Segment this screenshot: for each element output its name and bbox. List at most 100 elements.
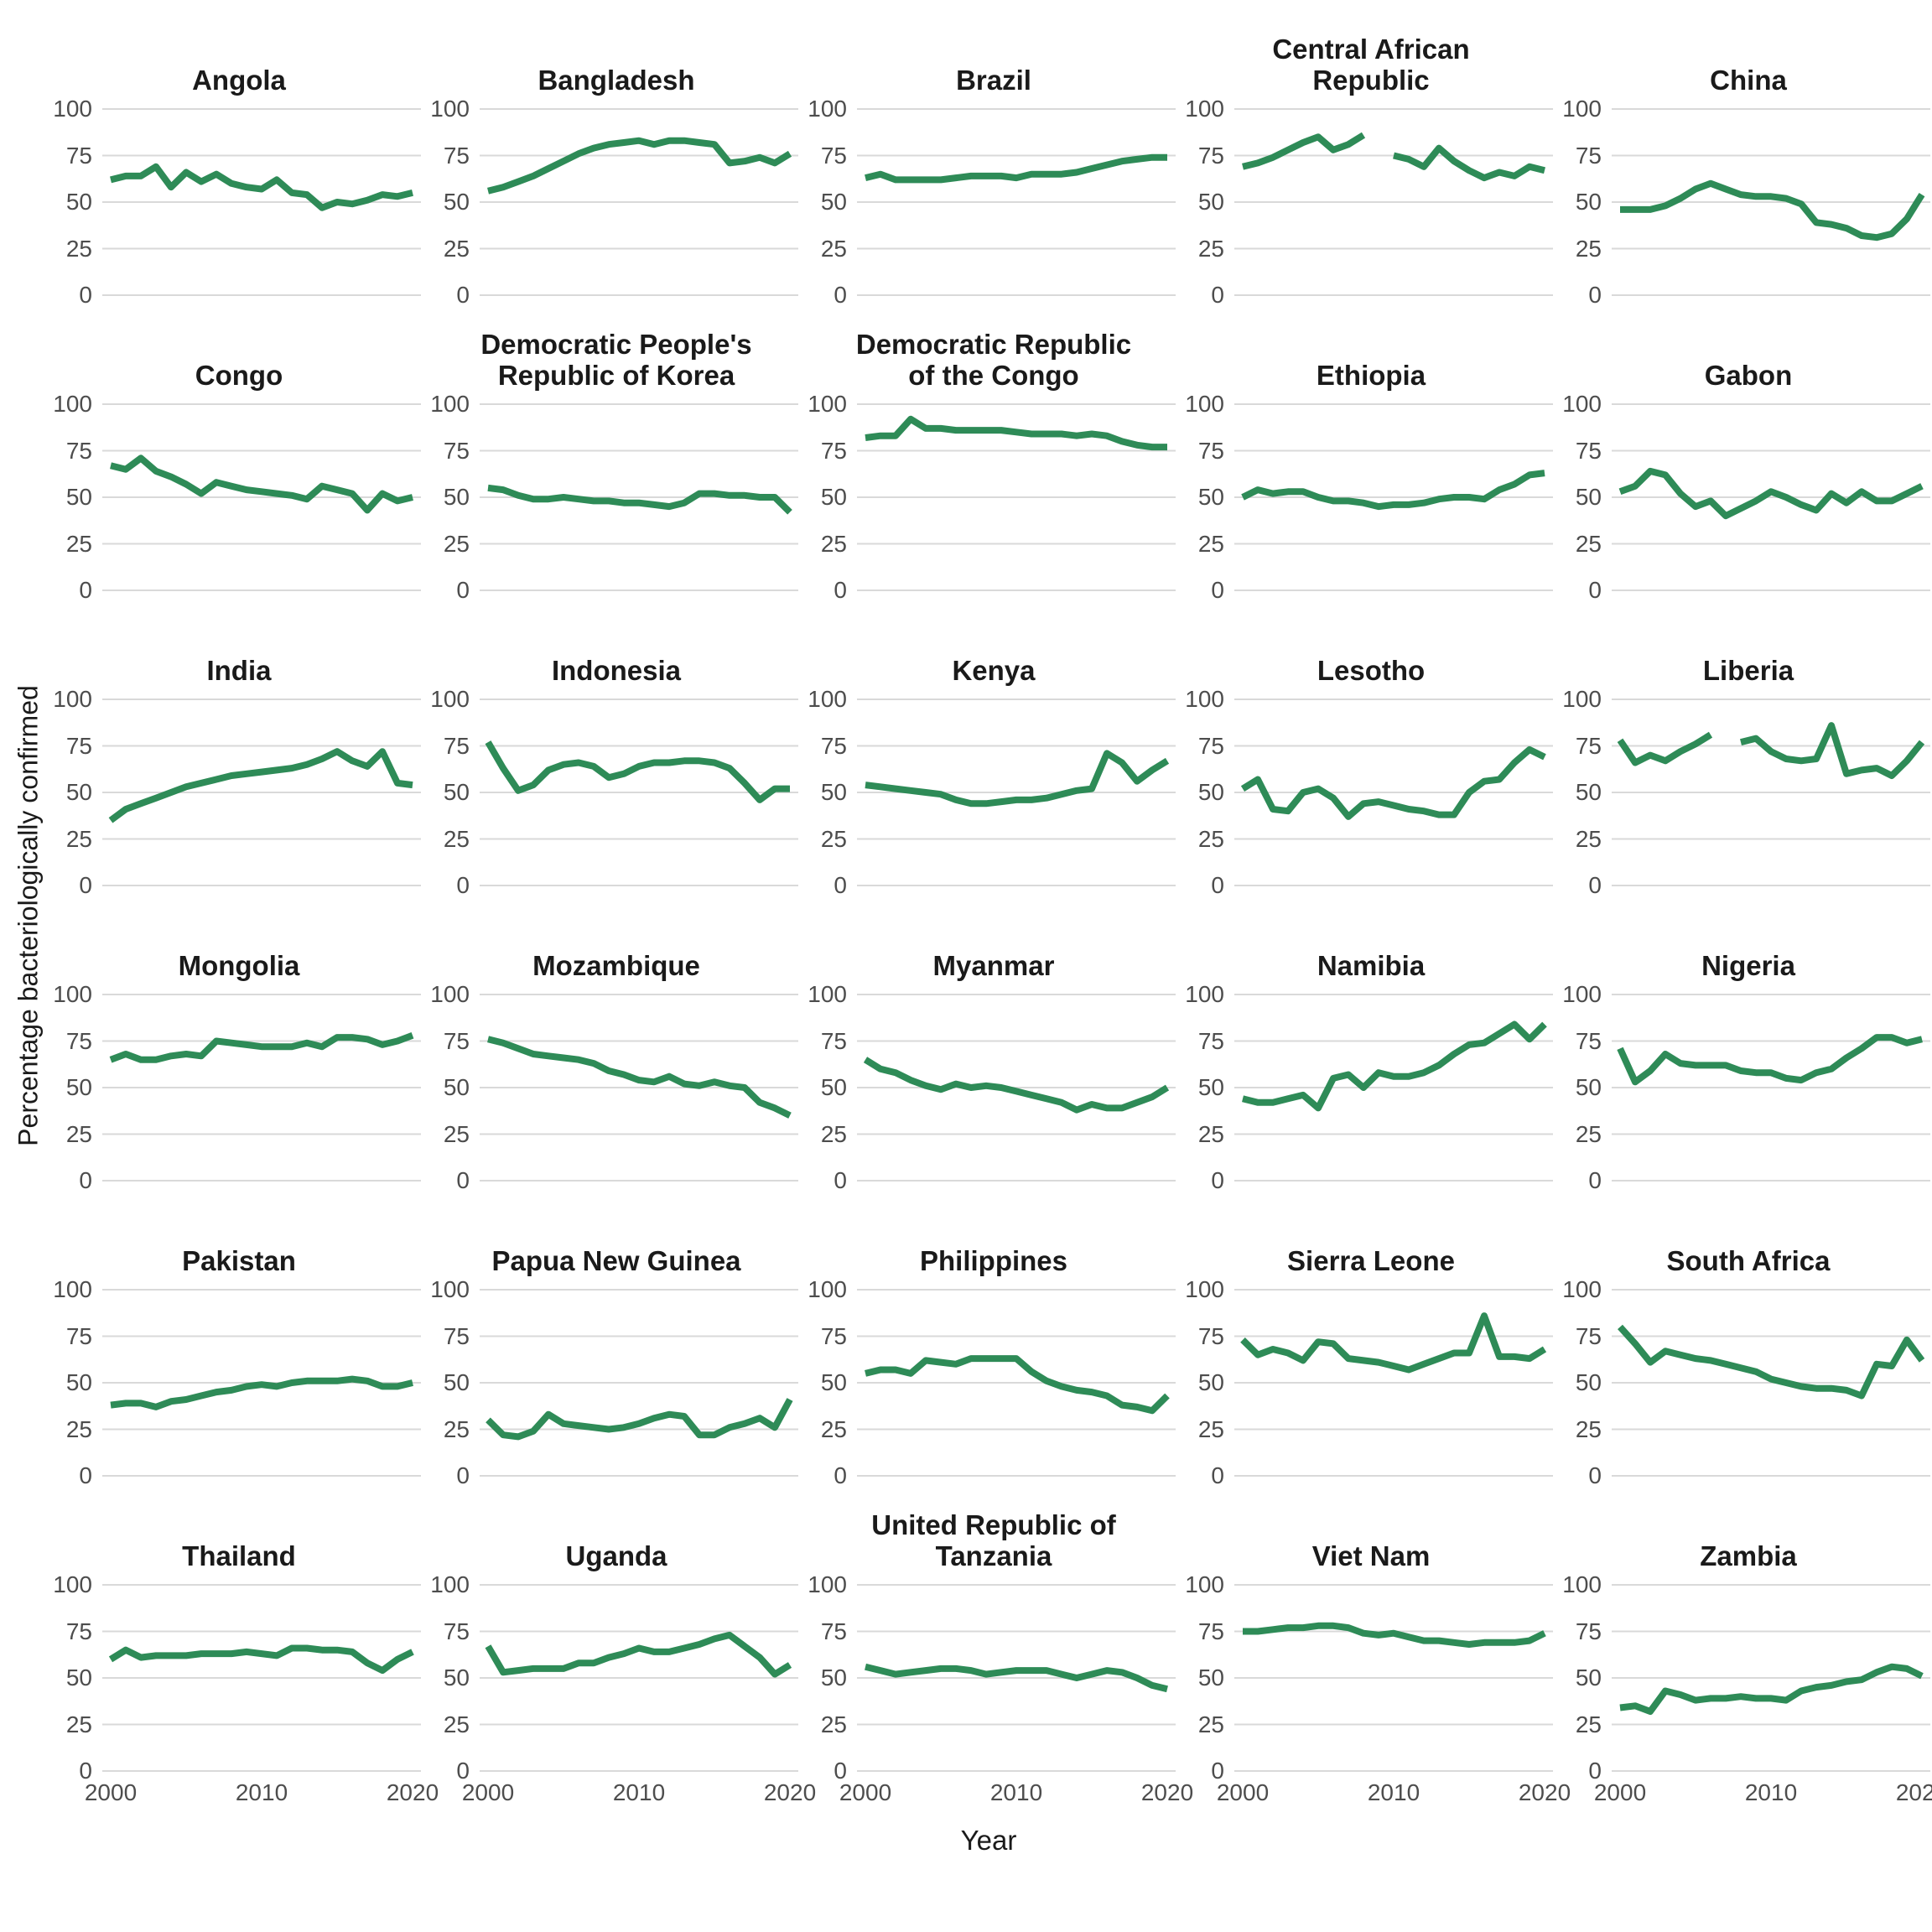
facet-title-mozambique: Mozambique — [532, 950, 700, 981]
y-axis-ticks: 100 75 50 25 0 — [50, 687, 102, 898]
y-tick-label: 50 — [820, 189, 847, 215]
y-tick-label: 0 — [456, 1758, 470, 1784]
x-axis-ticks — [1560, 891, 1932, 916]
y-tick-label: 0 — [79, 1462, 92, 1488]
y-axis-ticks: 100 75 50 25 0 — [428, 1572, 480, 1784]
y-axis-ticks: 100 75 50 25 0 — [805, 1572, 857, 1784]
y-tick-label: 75 — [820, 142, 847, 169]
y-tick-label: 25 — [443, 825, 470, 852]
y-tick-label: 25 — [1197, 1120, 1224, 1147]
y-tick-label: 0 — [79, 872, 92, 898]
data-line — [110, 163, 413, 211]
y-tick-label: 50 — [1197, 1074, 1224, 1100]
facet-title-pakistan: Pakistan — [182, 1245, 296, 1276]
facet-kenya: Kenya 100 75 50 25 0 — [805, 621, 1182, 916]
y-tick-label: 50 — [820, 779, 847, 805]
y-tick-label: 50 — [1575, 1369, 1602, 1395]
y-tick-label: 75 — [65, 437, 92, 464]
facet-plot-area: 100 75 50 25 0 — [1560, 982, 1932, 1193]
facet-title-congo: Congo — [195, 360, 283, 391]
data-line — [1393, 144, 1545, 182]
y-tick-label: 0 — [1211, 282, 1224, 308]
x-axis-ticks — [50, 1481, 428, 1506]
faceted-line-chart: Percentage bacteriologically confirmed A… — [7, 30, 1932, 1857]
facet-plot-area: 100 75 50 25 0 — [1182, 687, 1560, 898]
y-axis-ticks: 100 75 50 25 0 — [428, 392, 480, 603]
y-tick-label: 25 — [820, 235, 847, 262]
y-tick-label: 50 — [1197, 484, 1224, 510]
facet-plot-area: 100 75 50 25 0 — [805, 982, 1182, 1193]
facet-plot-area: 100 75 50 25 0 — [50, 982, 428, 1193]
y-tick-label: 75 — [1575, 732, 1602, 759]
line-plot-south-africa — [1612, 1289, 1930, 1477]
y-axis-ticks: 100 75 50 25 0 — [805, 687, 857, 898]
data-line — [1240, 745, 1546, 820]
y-tick-label: 0 — [1211, 577, 1224, 603]
x-axis-ticks — [428, 1186, 805, 1211]
y-axis-ticks: 100 75 50 25 0 — [1182, 392, 1234, 603]
x-axis-ticks — [428, 595, 805, 621]
y-tick-label: 25 — [443, 1711, 470, 1737]
facet-title-brazil: Brazil — [956, 65, 1031, 96]
facet-title-myanmar: Myanmar — [932, 950, 1055, 981]
facet-title-liberia: Liberia — [1702, 655, 1794, 686]
y-tick-label: 75 — [443, 437, 470, 464]
line-plot-ethiopia — [1234, 403, 1553, 591]
line-plot-viet-nam — [1234, 1584, 1553, 1772]
line-plot-thailand — [102, 1584, 421, 1772]
facet-pakistan: Pakistan 100 75 50 25 0 — [50, 1211, 428, 1506]
facet-title-kenya: Kenya — [952, 655, 1036, 686]
y-tick-label: 25 — [820, 1711, 847, 1737]
y-tick-label: 75 — [820, 732, 847, 759]
x-axis-ticks — [805, 300, 1182, 325]
facet-myanmar: Myanmar 100 75 50 25 0 — [805, 916, 1182, 1211]
y-tick-label: 25 — [820, 825, 847, 852]
y-axis-ticks: 100 75 50 25 0 — [428, 687, 480, 898]
line-plot-pakistan — [102, 1289, 421, 1477]
facet-title-democratic-people-s-republic-of-korea: Democratic People's Republic of Korea — [480, 329, 752, 391]
y-tick-label: 100 — [1562, 1276, 1602, 1302]
y-axis-ticks: 100 75 50 25 0 — [1182, 687, 1234, 898]
y-tick-label: 25 — [1197, 1711, 1224, 1737]
y-tick-label: 25 — [1197, 1415, 1224, 1442]
y-tick-label: 0 — [79, 1167, 92, 1193]
facet-plot-area: 100 75 50 25 0 — [1182, 96, 1560, 308]
x-axis-ticks — [1560, 1186, 1932, 1211]
facet-title-china: China — [1710, 65, 1787, 96]
x-axis-ticks — [428, 1481, 805, 1506]
facet-angola: Angola 100 75 50 25 0 — [50, 30, 428, 325]
facet-plot-area: 100 75 50 25 0 — [1182, 1572, 1560, 1784]
facet-title-philippines: Philippines — [919, 1245, 1068, 1276]
y-tick-label: 100 — [1562, 981, 1602, 1007]
y-tick-label: 50 — [1575, 484, 1602, 510]
facet-title-bangladesh: Bangladesh — [538, 65, 695, 96]
x-axis-ticks — [50, 1186, 428, 1211]
facet-title-nigeria: Nigeria — [1701, 950, 1795, 981]
facet-plot-area: 100 75 50 25 0 — [50, 1572, 428, 1784]
x-axis-ticks: 2000 2010 2020 — [50, 1776, 439, 1805]
facet-philippines: Philippines 100 75 50 25 0 — [805, 1211, 1182, 1506]
y-tick-label: 0 — [834, 872, 847, 898]
facet-congo: Congo 100 75 50 25 0 — [50, 325, 428, 621]
line-plot-lesotho — [1234, 699, 1553, 886]
x-axis-ticks — [428, 300, 805, 325]
line-plot-myanmar — [857, 994, 1176, 1182]
line-plot-liberia — [1612, 699, 1930, 886]
y-tick-label: 75 — [820, 1322, 847, 1349]
y-tick-label: 75 — [1197, 1322, 1224, 1349]
y-tick-label: 75 — [443, 142, 470, 169]
y-tick-label: 75 — [65, 732, 92, 759]
y-tick-label: 0 — [834, 1462, 847, 1488]
y-tick-label: 75 — [65, 1618, 92, 1644]
y-tick-label: 0 — [456, 872, 470, 898]
line-plot-philippines — [857, 1289, 1176, 1477]
facet-title-india: India — [206, 655, 272, 686]
facet-plot-area: 100 75 50 25 0 — [1560, 687, 1932, 898]
data-line — [865, 750, 1170, 808]
facet-plot-area: 100 75 50 25 0 — [805, 687, 1182, 898]
y-tick-label: 25 — [65, 1120, 92, 1147]
facet-china: China 100 75 50 25 0 — [1560, 30, 1932, 325]
y-tick-label: 100 — [808, 686, 847, 712]
x-axis-ticks — [1182, 891, 1560, 916]
x-tick-label: 2000 — [1593, 1779, 1647, 1805]
